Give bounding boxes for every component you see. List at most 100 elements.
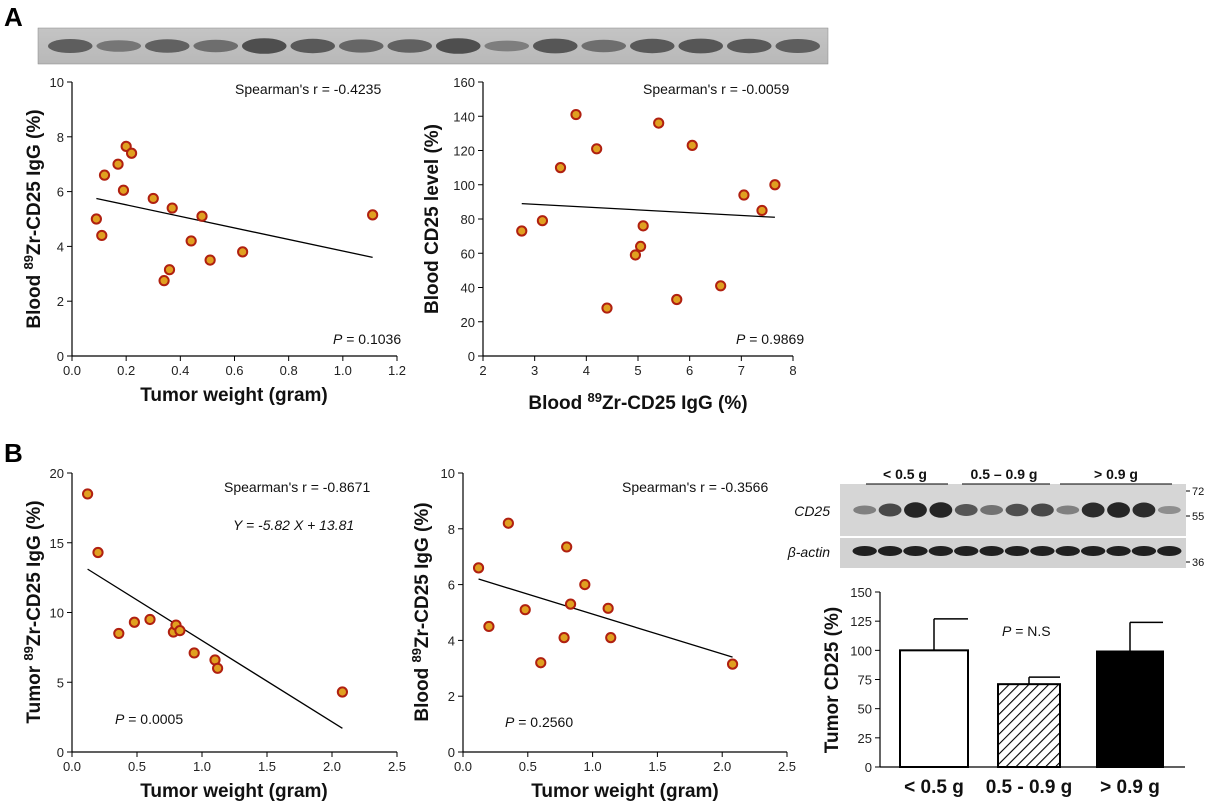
blot-band xyxy=(241,38,287,54)
data-point xyxy=(117,184,130,196)
blot-band xyxy=(678,38,724,54)
y-tick-label: 100 xyxy=(850,643,872,658)
data-point xyxy=(738,189,750,201)
x-tick-label: 6 xyxy=(686,363,693,378)
y-tick-label: 60 xyxy=(461,246,475,261)
blot-band-actin xyxy=(877,546,903,556)
y-tick-label: 2 xyxy=(57,294,64,309)
blot-band-actin xyxy=(1030,546,1055,556)
p-value-label: P = 0.1036 xyxy=(333,331,401,347)
data-point xyxy=(212,662,224,674)
data-point xyxy=(516,225,528,237)
y-tick-label: 6 xyxy=(57,185,64,200)
x-tick-label: 3 xyxy=(531,363,538,378)
panel-label-b: B xyxy=(4,438,23,468)
y-axis-title: Blood CD25 level (%) xyxy=(422,124,443,314)
regression-line xyxy=(87,568,343,729)
y-tick-label: 100 xyxy=(453,178,475,193)
data-point xyxy=(196,210,208,222)
data-point xyxy=(96,229,108,242)
x-tick-label: 0.5 xyxy=(128,759,146,774)
data-point xyxy=(536,215,549,227)
y-tick-label: 2 xyxy=(448,689,455,704)
blot-band-actin xyxy=(903,546,928,556)
data-point xyxy=(204,254,216,266)
y-tick-label: 160 xyxy=(453,75,475,90)
p-value-label: P = 0.9869 xyxy=(736,331,804,347)
blot-band xyxy=(387,39,433,53)
y-tick-label: 6 xyxy=(448,578,455,593)
regression-equation: Y = -5.82 X + 13.81 xyxy=(233,517,354,533)
y-tick-label: 8 xyxy=(448,522,455,537)
x-tick-label: 1.2 xyxy=(388,363,406,378)
mw-marker-36: 36 xyxy=(1192,557,1204,569)
data-point xyxy=(92,546,104,559)
blot-band-cd25 xyxy=(878,503,902,517)
data-point xyxy=(519,604,531,616)
y-tick-label: 10 xyxy=(50,606,64,621)
x-axis-title: Tumor weight (gram) xyxy=(531,781,719,802)
data-point xyxy=(756,204,768,217)
data-point xyxy=(634,240,647,252)
western-blot-top xyxy=(37,27,829,65)
y-tick-label: 0 xyxy=(57,349,64,364)
data-point xyxy=(113,627,125,640)
blot-band xyxy=(581,39,627,53)
x-tick-label: 2.5 xyxy=(388,759,406,774)
x-tick-label: 2.0 xyxy=(323,759,341,774)
x-tick-label: 0.5 xyxy=(519,759,537,774)
data-point xyxy=(98,169,111,181)
data-point xyxy=(82,488,94,500)
p-value-label: P = 0.2560 xyxy=(505,714,573,730)
y-axis-title: Blood 89Zr-CD25 IgG (%) xyxy=(21,109,46,328)
blot-band xyxy=(47,39,93,53)
bar xyxy=(1096,650,1164,768)
blot-band-actin xyxy=(928,546,954,556)
blot-band-cd25 xyxy=(853,505,877,515)
data-point xyxy=(554,162,567,174)
blot-row-label-cd25: CD25 xyxy=(794,503,830,519)
spearman-label: Spearman's r = -0.4235 xyxy=(235,81,381,97)
y-tick-label: 10 xyxy=(441,466,455,481)
data-point xyxy=(185,235,197,247)
data-point xyxy=(112,158,124,170)
spearman-label: Spearman's r = -0.3566 xyxy=(622,479,768,495)
y-tick-label: 10 xyxy=(50,75,64,90)
y-axis-title: Tumor CD25 (%) xyxy=(822,607,843,753)
scatter-chart-b1: 0.0 0.5 1.0 1.5 2.0 2.5 0 5 10 15 20 Tumor weight (… xyxy=(21,466,407,802)
x-tick-label: 1.5 xyxy=(258,759,276,774)
y-tick-label: 40 xyxy=(461,281,475,296)
data-point xyxy=(570,108,582,121)
data-point xyxy=(535,657,547,669)
x-tick-label: 5 xyxy=(634,363,641,378)
data-point xyxy=(602,602,614,614)
y-tick-label: 120 xyxy=(453,144,475,159)
blot-band-cd25 xyxy=(904,502,927,518)
blot-band xyxy=(338,39,384,53)
blot-group-label: < 0.5 g xyxy=(883,466,927,482)
data-point xyxy=(367,209,379,221)
x-axis-title: Tumor weight (gram) xyxy=(140,385,328,406)
data-point xyxy=(601,302,613,314)
blot-band-cd25 xyxy=(980,505,1004,515)
blot-band-cd25 xyxy=(1081,502,1105,518)
data-point xyxy=(90,213,102,225)
data-point xyxy=(237,246,249,258)
category-label: < 0.5 g xyxy=(904,777,964,798)
blot-band-cd25 xyxy=(929,502,953,518)
p-value-label: P = N.S xyxy=(1002,623,1051,639)
blot-band-actin xyxy=(979,546,1004,556)
y-tick-label: 0 xyxy=(865,760,872,775)
blot-band xyxy=(435,38,481,54)
spearman-label: Spearman's r = -0.8671 xyxy=(224,479,370,495)
data-point xyxy=(726,658,739,670)
western-blot-b: < 0.5 g 0.5 – 0.9 g > 0.9 g CD25 β-actin… xyxy=(787,466,1204,569)
regression-line xyxy=(478,578,733,658)
x-tick-label: 1.5 xyxy=(648,759,666,774)
blot-band-cd25 xyxy=(954,504,978,516)
blot-band xyxy=(629,38,675,54)
x-tick-label: 0.0 xyxy=(63,363,81,378)
data-point xyxy=(653,117,665,129)
blot-band xyxy=(96,40,142,52)
